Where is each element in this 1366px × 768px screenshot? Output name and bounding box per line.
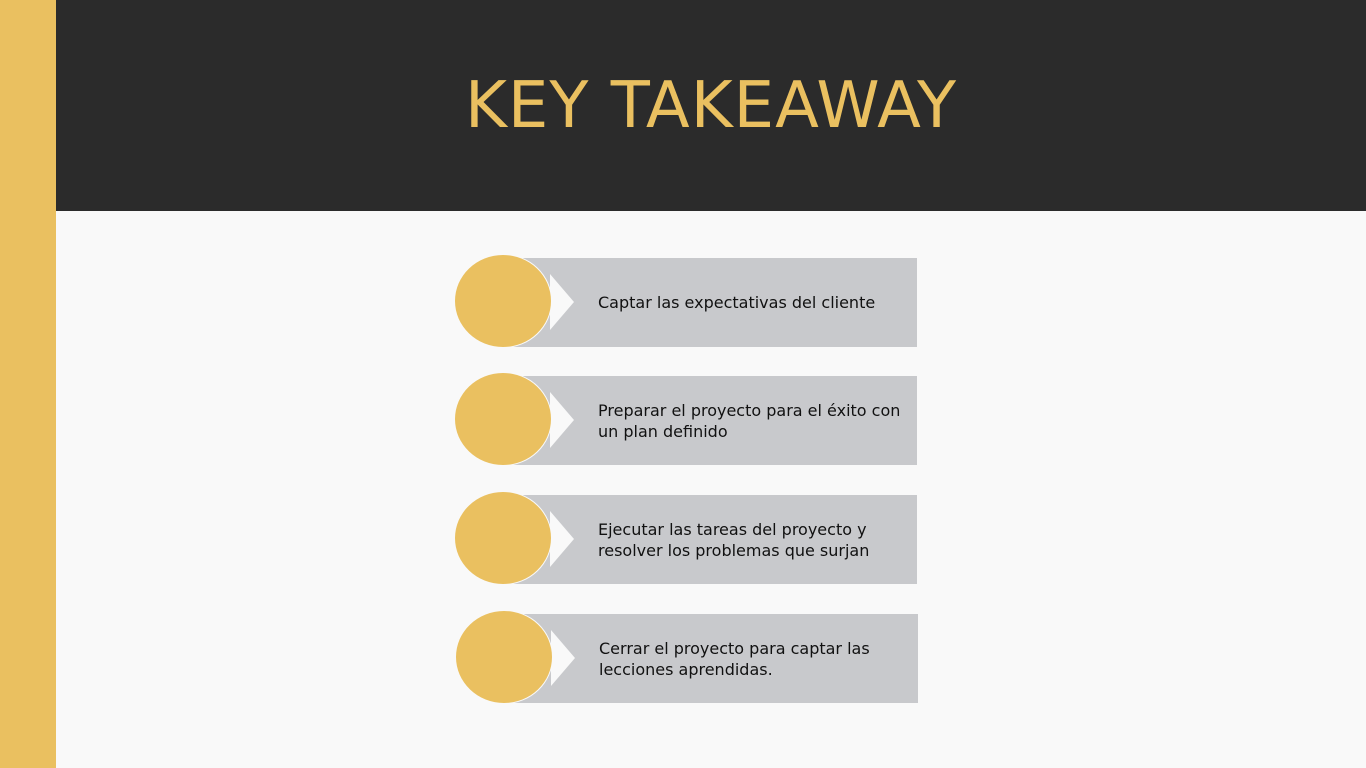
accent-side-bar [0, 0, 56, 768]
circle-marker [454, 491, 552, 585]
chevron-right-icon [550, 274, 574, 330]
circle-marker [454, 372, 552, 466]
takeaway-text: Ejecutar las tareas del proyecto y resol… [598, 519, 870, 560]
takeaway-text: Captar las expectativas del cliente [598, 293, 876, 312]
takeaway-item-4: Cerrar el proyecto para captar las lecci… [455, 610, 921, 706]
takeaway-box [512, 495, 917, 584]
takeaway-item-2: Preparar el proyecto para el éxito con u… [454, 372, 920, 468]
takeaway-item-1: Captar las expectativas del cliente [454, 254, 920, 350]
takeaway-box [513, 614, 918, 703]
takeaway-text: Preparar el proyecto para el éxito con u… [598, 400, 901, 441]
takeaway-item-3: Ejecutar las tareas del proyecto y resol… [454, 491, 920, 587]
slide-title: KEY TAKEAWAY [464, 69, 958, 143]
circle-marker [455, 610, 553, 704]
takeaway-box [512, 376, 917, 465]
circle-marker [454, 254, 552, 348]
chevron-right-icon [550, 511, 574, 567]
chevron-right-icon [550, 392, 574, 448]
title-banner: KEY TAKEAWAY [56, 0, 1366, 211]
chevron-right-icon [551, 630, 575, 686]
takeaway-box [512, 258, 917, 347]
takeaway-text: Cerrar el proyecto para captar las lecci… [599, 638, 870, 679]
